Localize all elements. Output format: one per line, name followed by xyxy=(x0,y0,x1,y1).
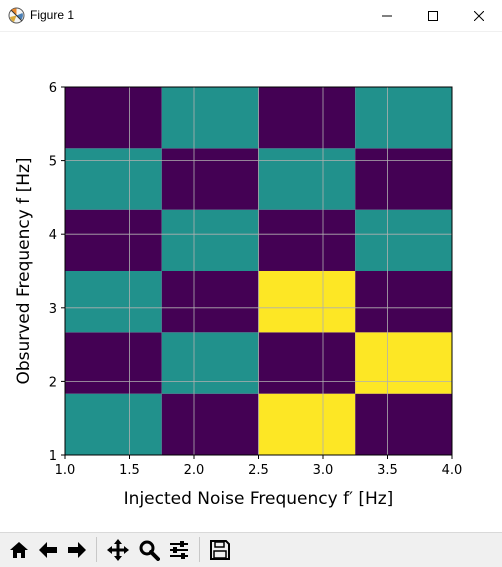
x-tick-label: 3.0 xyxy=(313,463,334,478)
heatmap-cell xyxy=(65,332,162,394)
y-tick-label: 5 xyxy=(49,155,57,170)
heatmap-cells xyxy=(65,87,452,455)
heatmap-cell xyxy=(161,332,259,394)
home-button[interactable] xyxy=(5,536,32,563)
save-icon xyxy=(209,539,230,560)
heatmap-cell xyxy=(258,332,356,394)
heatmap-cell xyxy=(355,271,452,333)
y-tick-label: 3 xyxy=(49,302,57,317)
x-tick-label: 4.0 xyxy=(442,463,463,478)
toolbar-separator xyxy=(96,537,97,562)
title-bar: Figure 1 xyxy=(0,0,502,32)
zoom-icon xyxy=(139,540,160,561)
pan-button[interactable] xyxy=(104,536,131,563)
forward-button[interactable] xyxy=(63,536,90,563)
x-tick-label: 2.0 xyxy=(184,463,205,478)
x-tick-label: 3.5 xyxy=(377,463,398,478)
heatmap-cell xyxy=(258,148,356,210)
minimize-icon xyxy=(382,15,392,16)
back-arrow-icon xyxy=(38,541,57,558)
zoom-button[interactable] xyxy=(135,536,162,563)
heatmap-cell xyxy=(355,148,452,210)
maximize-button[interactable] xyxy=(410,0,456,31)
heatmap-cell xyxy=(65,87,162,149)
home-icon xyxy=(9,541,28,558)
y-axis-label: Obsurved Frequency f [Hz] xyxy=(14,157,34,384)
heatmap-cell xyxy=(65,393,162,455)
close-icon xyxy=(474,10,484,21)
figure-canvas[interactable]: 1.0 1.5 2.0 2.5 3.0 3.5 4.0 1 2 3 4 5 6 Injected Noi… xyxy=(0,32,502,530)
matplotlib-icon xyxy=(8,7,25,24)
y-tick-label: 6 xyxy=(49,81,57,96)
heatmap-cell xyxy=(258,393,356,455)
heatmap-chart: 1.0 1.5 2.0 2.5 3.0 3.5 4.0 1 2 3 4 5 6 Injected Noi… xyxy=(14,81,463,509)
heatmap-cell xyxy=(65,148,162,210)
window-title: Figure 1 xyxy=(30,8,75,22)
heatmap-cell xyxy=(161,87,259,149)
heatmap-cell xyxy=(161,393,259,455)
heatmap-cell xyxy=(355,332,452,394)
pan-icon xyxy=(106,538,129,561)
forward-arrow-icon xyxy=(67,541,86,558)
y-tick-label: 4 xyxy=(49,228,57,243)
configure-subplots-icon xyxy=(169,540,188,559)
maximize-icon xyxy=(428,10,438,21)
y-tick-label: 2 xyxy=(49,375,57,390)
axis-ticks: 1.0 1.5 2.0 2.5 3.0 3.5 4.0 1 2 3 4 5 6 xyxy=(49,81,463,478)
heatmap-cell xyxy=(161,209,259,271)
configure-subplots-button[interactable] xyxy=(165,536,192,563)
back-button[interactable] xyxy=(34,536,61,563)
heatmap-cell xyxy=(355,87,452,149)
x-tick-label: 1.5 xyxy=(119,463,140,478)
x-axis-label: Injected Noise Frequency f′ [Hz] xyxy=(124,489,394,509)
x-tick-label: 1.0 xyxy=(55,463,76,478)
heatmap-cell xyxy=(65,271,162,333)
toolbar-separator xyxy=(199,537,200,562)
heatmap-cell xyxy=(258,271,356,333)
heatmap-cell xyxy=(355,209,452,271)
heatmap-cell xyxy=(161,148,259,210)
heatmap-cell xyxy=(258,87,356,149)
heatmap-cell xyxy=(355,393,452,455)
y-tick-label: 1 xyxy=(49,449,57,464)
close-button[interactable] xyxy=(456,0,502,31)
save-button[interactable] xyxy=(206,536,233,563)
minimize-button[interactable] xyxy=(364,0,410,31)
navigation-toolbar xyxy=(0,532,502,567)
heatmap-cell xyxy=(161,271,259,333)
heatmap-cell xyxy=(65,209,162,271)
x-tick-label: 2.5 xyxy=(248,463,269,478)
heatmap-cell xyxy=(258,209,356,271)
